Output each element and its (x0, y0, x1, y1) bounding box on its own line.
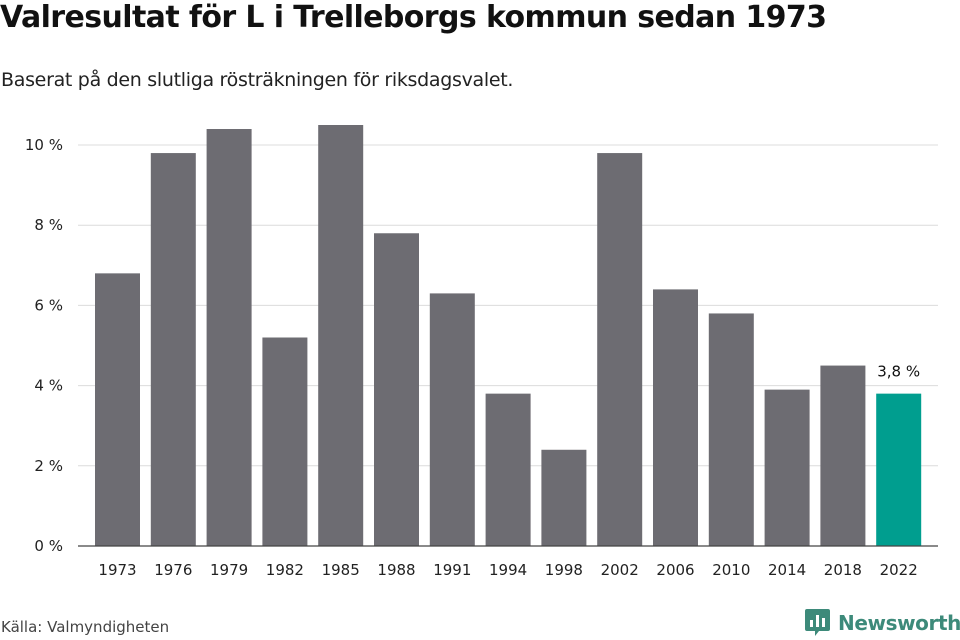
bar (764, 389, 810, 546)
brand-logo: Newsworthy (805, 607, 960, 639)
bar (206, 129, 252, 546)
y-tick-label: 8 % (34, 216, 63, 234)
bar (262, 337, 308, 546)
x-tick-label: 1973 (98, 561, 136, 579)
bar (597, 153, 643, 547)
bar (485, 393, 531, 546)
bar (876, 393, 922, 546)
y-tick-label: 0 % (34, 537, 63, 555)
bar (429, 293, 475, 546)
x-tick-label: 2018 (824, 561, 862, 579)
x-tick-label: 1991 (433, 561, 471, 579)
x-tick-label: 1994 (489, 561, 527, 579)
x-tick-label: 1988 (377, 561, 415, 579)
x-tick-label: 1982 (266, 561, 304, 579)
x-tick-label: 1998 (545, 561, 583, 579)
x-tick-label: 2002 (601, 561, 639, 579)
bar-chart: 0 % 2 % 4 % 6 % 8 % 10 % 1973 1976 1979 1982 1985 1… (25, 125, 938, 579)
bar (318, 125, 364, 546)
x-tick-label: 1985 (322, 561, 360, 579)
source-note: Källa: Valmyndigheten (1, 618, 170, 636)
x-tick-label: 2022 (880, 561, 918, 579)
y-tick-label: 6 % (34, 296, 63, 314)
chart-subtitle: Baserat på den slutliga rösträkningen fö… (1, 69, 514, 91)
y-tick-label: 10 % (25, 136, 63, 154)
x-tick-label: 2014 (768, 561, 806, 579)
y-tick-label: 4 % (34, 377, 63, 395)
x-tick-label: 2010 (712, 561, 750, 579)
x-tick-label: 1979 (210, 561, 248, 579)
data-label: 3,8 % (877, 363, 920, 381)
bar (820, 365, 866, 546)
bar (653, 289, 698, 546)
bar (541, 449, 587, 546)
bar (150, 153, 196, 547)
x-tick-label: 2006 (656, 561, 694, 579)
x-tick-label: 1976 (154, 561, 192, 579)
chart-title: Valresultat för L i Trelleborgs kommun s… (0, 0, 827, 35)
bar (374, 233, 419, 546)
newsworthy-logo-icon (805, 609, 830, 636)
bar (708, 313, 754, 546)
brand-name: Newsworthy (838, 611, 960, 635)
bar (95, 273, 140, 546)
y-tick-label: 2 % (34, 457, 63, 475)
